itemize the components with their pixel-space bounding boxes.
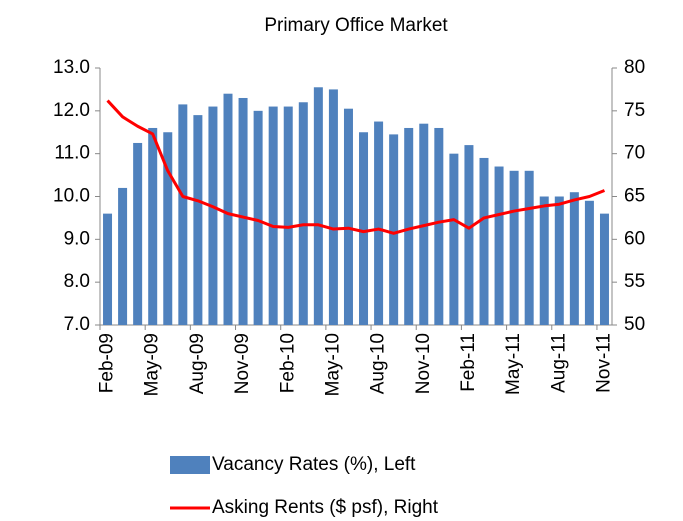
x-tick-label: Aug-11: [548, 333, 569, 393]
bar: [554, 196, 564, 325]
bar: [539, 196, 549, 325]
legend-label: Vacancy Rates (%), Left: [212, 454, 416, 475]
y2-tick-label: 55: [624, 271, 645, 292]
bar: [313, 87, 323, 326]
line: [106, 99, 606, 235]
y-tick-label: 11.0: [54, 143, 90, 164]
bar: [118, 187, 128, 325]
x-tick-label: Feb-09: [97, 333, 118, 393]
chart-title: Primary Office Market: [264, 15, 448, 36]
bar: [178, 104, 188, 326]
bar: [434, 127, 444, 325]
x-tick-label: Nov-11: [593, 333, 614, 393]
bar: [584, 200, 594, 325]
bar: [449, 153, 459, 325]
x-tick-label: Feb-11: [458, 333, 479, 392]
x-tick-label: Feb-10: [277, 333, 298, 393]
bar: [359, 132, 369, 325]
bar: [193, 115, 203, 325]
bar: [268, 106, 278, 325]
x-tick-label: Nov-10: [413, 333, 434, 394]
y-tick-label: 8.0: [64, 271, 90, 292]
bar: [404, 127, 414, 325]
y2-tick-label: 60: [624, 228, 645, 249]
bar: [328, 89, 338, 326]
bar: [509, 170, 519, 325]
bar: [148, 127, 158, 325]
bar: [464, 145, 474, 325]
bar: [238, 97, 248, 325]
x-tick-label: May-10: [322, 333, 343, 396]
y-tick-label: 12.0: [53, 100, 90, 121]
y2-tick-label: 50: [624, 314, 645, 335]
bar: [283, 106, 293, 325]
bar: [569, 192, 579, 325]
legend-label: Asking Rents ($ psf), Right: [212, 497, 439, 518]
bar: [253, 110, 263, 325]
legend-swatch: [170, 456, 210, 474]
bar: [479, 157, 489, 325]
y-tick-label: 10.0: [53, 186, 90, 207]
y-tick-label: 13.0: [53, 57, 90, 78]
x-tick-label: Aug-10: [368, 333, 389, 394]
x-tick-label: Nov-09: [232, 333, 253, 394]
x-tick-label: May-11: [503, 333, 524, 395]
bar: [298, 102, 308, 326]
bar: [163, 132, 173, 325]
bar: [343, 108, 353, 325]
bar: [494, 166, 504, 325]
y-tick-label: 9.0: [64, 228, 90, 249]
bar: [374, 121, 384, 326]
x-tick-label: Aug-09: [187, 333, 208, 394]
bar: [389, 134, 399, 325]
y2-tick-label: 65: [624, 186, 645, 207]
x-tick-label: May-09: [142, 333, 163, 396]
bar: [223, 93, 233, 325]
bar: [524, 170, 534, 325]
bar: [103, 213, 113, 325]
bar: [208, 106, 218, 325]
y2-tick-label: 70: [624, 143, 645, 164]
bar: [599, 213, 609, 325]
y2-tick-label: 75: [624, 100, 645, 121]
y2-tick-label: 80: [624, 57, 645, 78]
bar: [133, 142, 143, 325]
y-tick-label: 7.0: [64, 314, 90, 335]
